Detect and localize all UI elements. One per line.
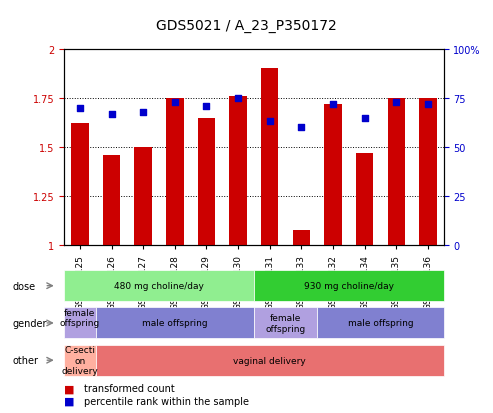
Point — [203, 103, 211, 110]
Bar — [419, 99, 437, 246]
Text: ■: ■ — [64, 383, 74, 393]
Text: male offspring: male offspring — [142, 319, 208, 328]
Point — [392, 99, 400, 106]
Text: female
offspring: female offspring — [265, 313, 306, 333]
Text: dose: dose — [12, 281, 35, 291]
Point — [329, 101, 337, 108]
Bar — [198, 118, 215, 246]
Point — [76, 105, 84, 112]
Text: percentile rank within the sample: percentile rank within the sample — [84, 396, 249, 406]
Bar — [229, 97, 247, 246]
Point — [171, 99, 179, 106]
Bar — [103, 156, 120, 246]
Bar — [166, 99, 183, 246]
Bar — [324, 104, 342, 246]
Text: gender: gender — [12, 318, 47, 328]
Bar — [387, 99, 405, 246]
Text: C-secti
on
delivery: C-secti on delivery — [62, 346, 98, 375]
Point — [297, 125, 305, 131]
Text: 480 mg choline/day: 480 mg choline/day — [114, 282, 204, 290]
Bar — [71, 124, 89, 246]
Point — [107, 111, 115, 118]
Bar — [356, 154, 373, 246]
Point — [139, 109, 147, 116]
Text: vaginal delivery: vaginal delivery — [233, 356, 306, 365]
Point — [361, 115, 369, 121]
Text: GDS5021 / A_23_P350172: GDS5021 / A_23_P350172 — [156, 19, 337, 33]
Text: male offspring: male offspring — [348, 319, 413, 328]
Text: 930 mg choline/day: 930 mg choline/day — [304, 282, 394, 290]
Text: other: other — [12, 355, 38, 366]
Bar — [135, 148, 152, 246]
Text: transformed count: transformed count — [84, 383, 175, 393]
Text: ■: ■ — [64, 396, 74, 406]
Point — [266, 119, 274, 126]
Point — [234, 95, 242, 102]
Bar — [261, 69, 279, 246]
Point — [424, 101, 432, 108]
Bar — [293, 230, 310, 246]
Text: female
offspring: female offspring — [60, 309, 100, 338]
